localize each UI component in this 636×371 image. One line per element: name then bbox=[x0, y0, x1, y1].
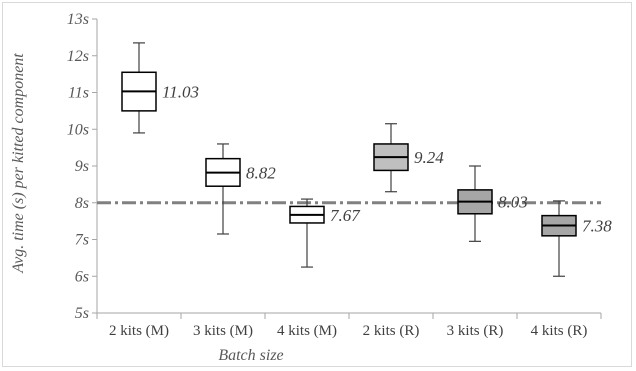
y-tick-label: 5s bbox=[75, 305, 89, 322]
median-value-label: 7.67 bbox=[330, 206, 361, 225]
median-value-label: 9.24 bbox=[414, 148, 444, 167]
x-category-label: 3 kits (R) bbox=[447, 323, 504, 339]
box-2: 8.82 bbox=[205, 143, 276, 235]
x-category-label: 4 kits (M) bbox=[277, 323, 337, 339]
y-tick-label: 12s bbox=[67, 48, 89, 65]
box-4: 9.24 bbox=[373, 123, 444, 193]
y-axis-ticks: 5s 6s 7s 8s 9s 10s 11s 12s 13s bbox=[67, 11, 97, 322]
box-plot-chart: 5s 6s 7s 8s 9s 10s 11s 12s 13s 11.03 8.82 7.67 9.24… bbox=[10, 11, 612, 364]
median-value-label: 8.82 bbox=[246, 164, 276, 183]
median-value-label: 7.38 bbox=[582, 217, 612, 236]
axes bbox=[96, 19, 602, 319]
x-category-label: 2 kits (R) bbox=[363, 323, 420, 339]
box-1: 11.03 bbox=[121, 42, 199, 134]
x-category-label: 3 kits (M) bbox=[193, 323, 253, 339]
x-category-label: 4 kits (R) bbox=[531, 323, 588, 339]
y-tick-label: 9s bbox=[75, 158, 89, 175]
x-axis-title: Batch size bbox=[218, 347, 283, 364]
y-tick-label: 6s bbox=[75, 268, 89, 285]
median-value-label: 8.03 bbox=[498, 193, 528, 212]
box-6: 7.38 bbox=[541, 200, 612, 277]
x-category-label: 2 kits (M) bbox=[109, 323, 169, 339]
chart-frame: 5s 6s 7s 8s 9s 10s 11s 12s 13s 11.03 8.82 7.67 9.24… bbox=[2, 2, 632, 367]
y-tick-label: 7s bbox=[75, 232, 89, 249]
y-tick-label: 11s bbox=[68, 85, 89, 102]
boxes-group: 11.03 8.82 7.67 9.24 8.03 7.38 bbox=[121, 42, 612, 277]
y-tick-label: 13s bbox=[67, 11, 89, 28]
median-value-label: 11.03 bbox=[162, 82, 199, 101]
y-axis-title: Avg. time (s) per kitted component bbox=[10, 53, 27, 274]
y-tick-label: 8s bbox=[75, 195, 89, 212]
box-5: 8.03 bbox=[457, 165, 528, 242]
box-3: 7.67 bbox=[289, 198, 361, 268]
x-axis-categories: 2 kits (M) 3 kits (M) 4 kits (M) 2 kits (R)… bbox=[109, 323, 587, 339]
y-tick-label: 10s bbox=[67, 121, 89, 138]
